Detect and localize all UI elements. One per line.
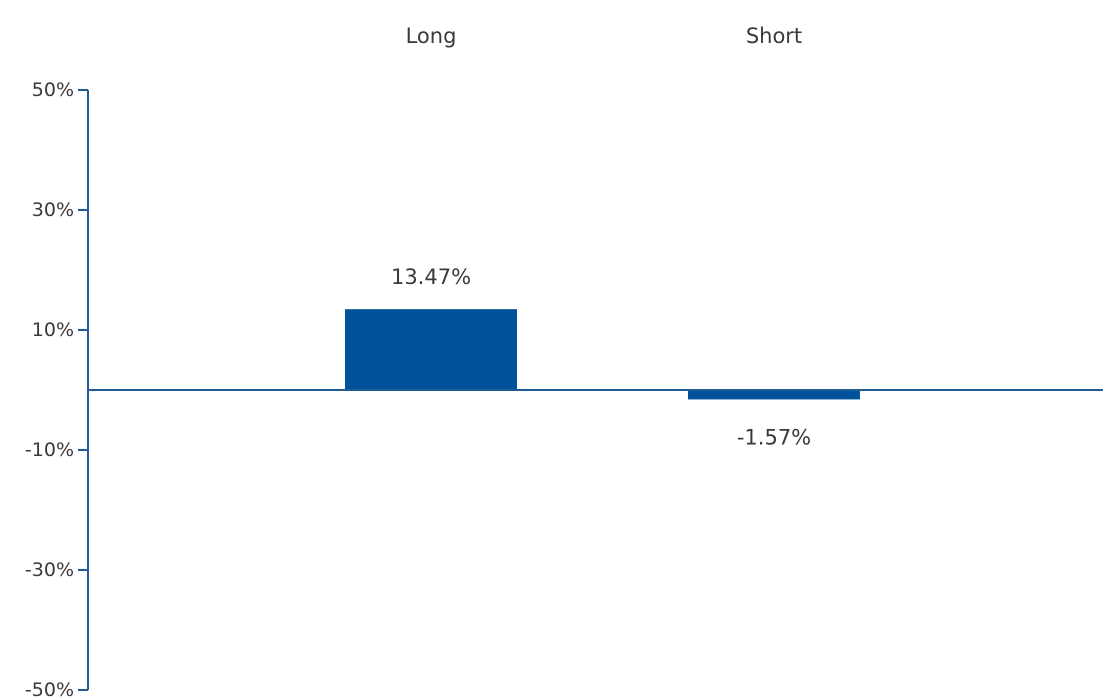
- category-label-long: Long: [406, 24, 457, 48]
- value-labels: 13.47% -1.57%: [391, 265, 811, 449]
- y-tick-label: 30%: [32, 199, 74, 221]
- y-axis-ticks: 50% 30% 10% -10% -30% -50%: [25, 79, 88, 700]
- y-tick-label: 10%: [32, 319, 74, 341]
- y-tick-label: -10%: [25, 439, 74, 461]
- bar-long: [345, 309, 517, 390]
- y-tick-label: -30%: [25, 559, 74, 581]
- value-label-long: 13.47%: [391, 265, 471, 289]
- bar-short: [688, 390, 860, 400]
- category-labels: Long Short: [406, 24, 803, 48]
- category-label-short: Short: [746, 24, 802, 48]
- value-label-short: -1.57%: [737, 425, 811, 449]
- y-tick-label: -50%: [25, 679, 74, 700]
- y-tick-label: 50%: [32, 79, 74, 101]
- bars: [345, 309, 860, 400]
